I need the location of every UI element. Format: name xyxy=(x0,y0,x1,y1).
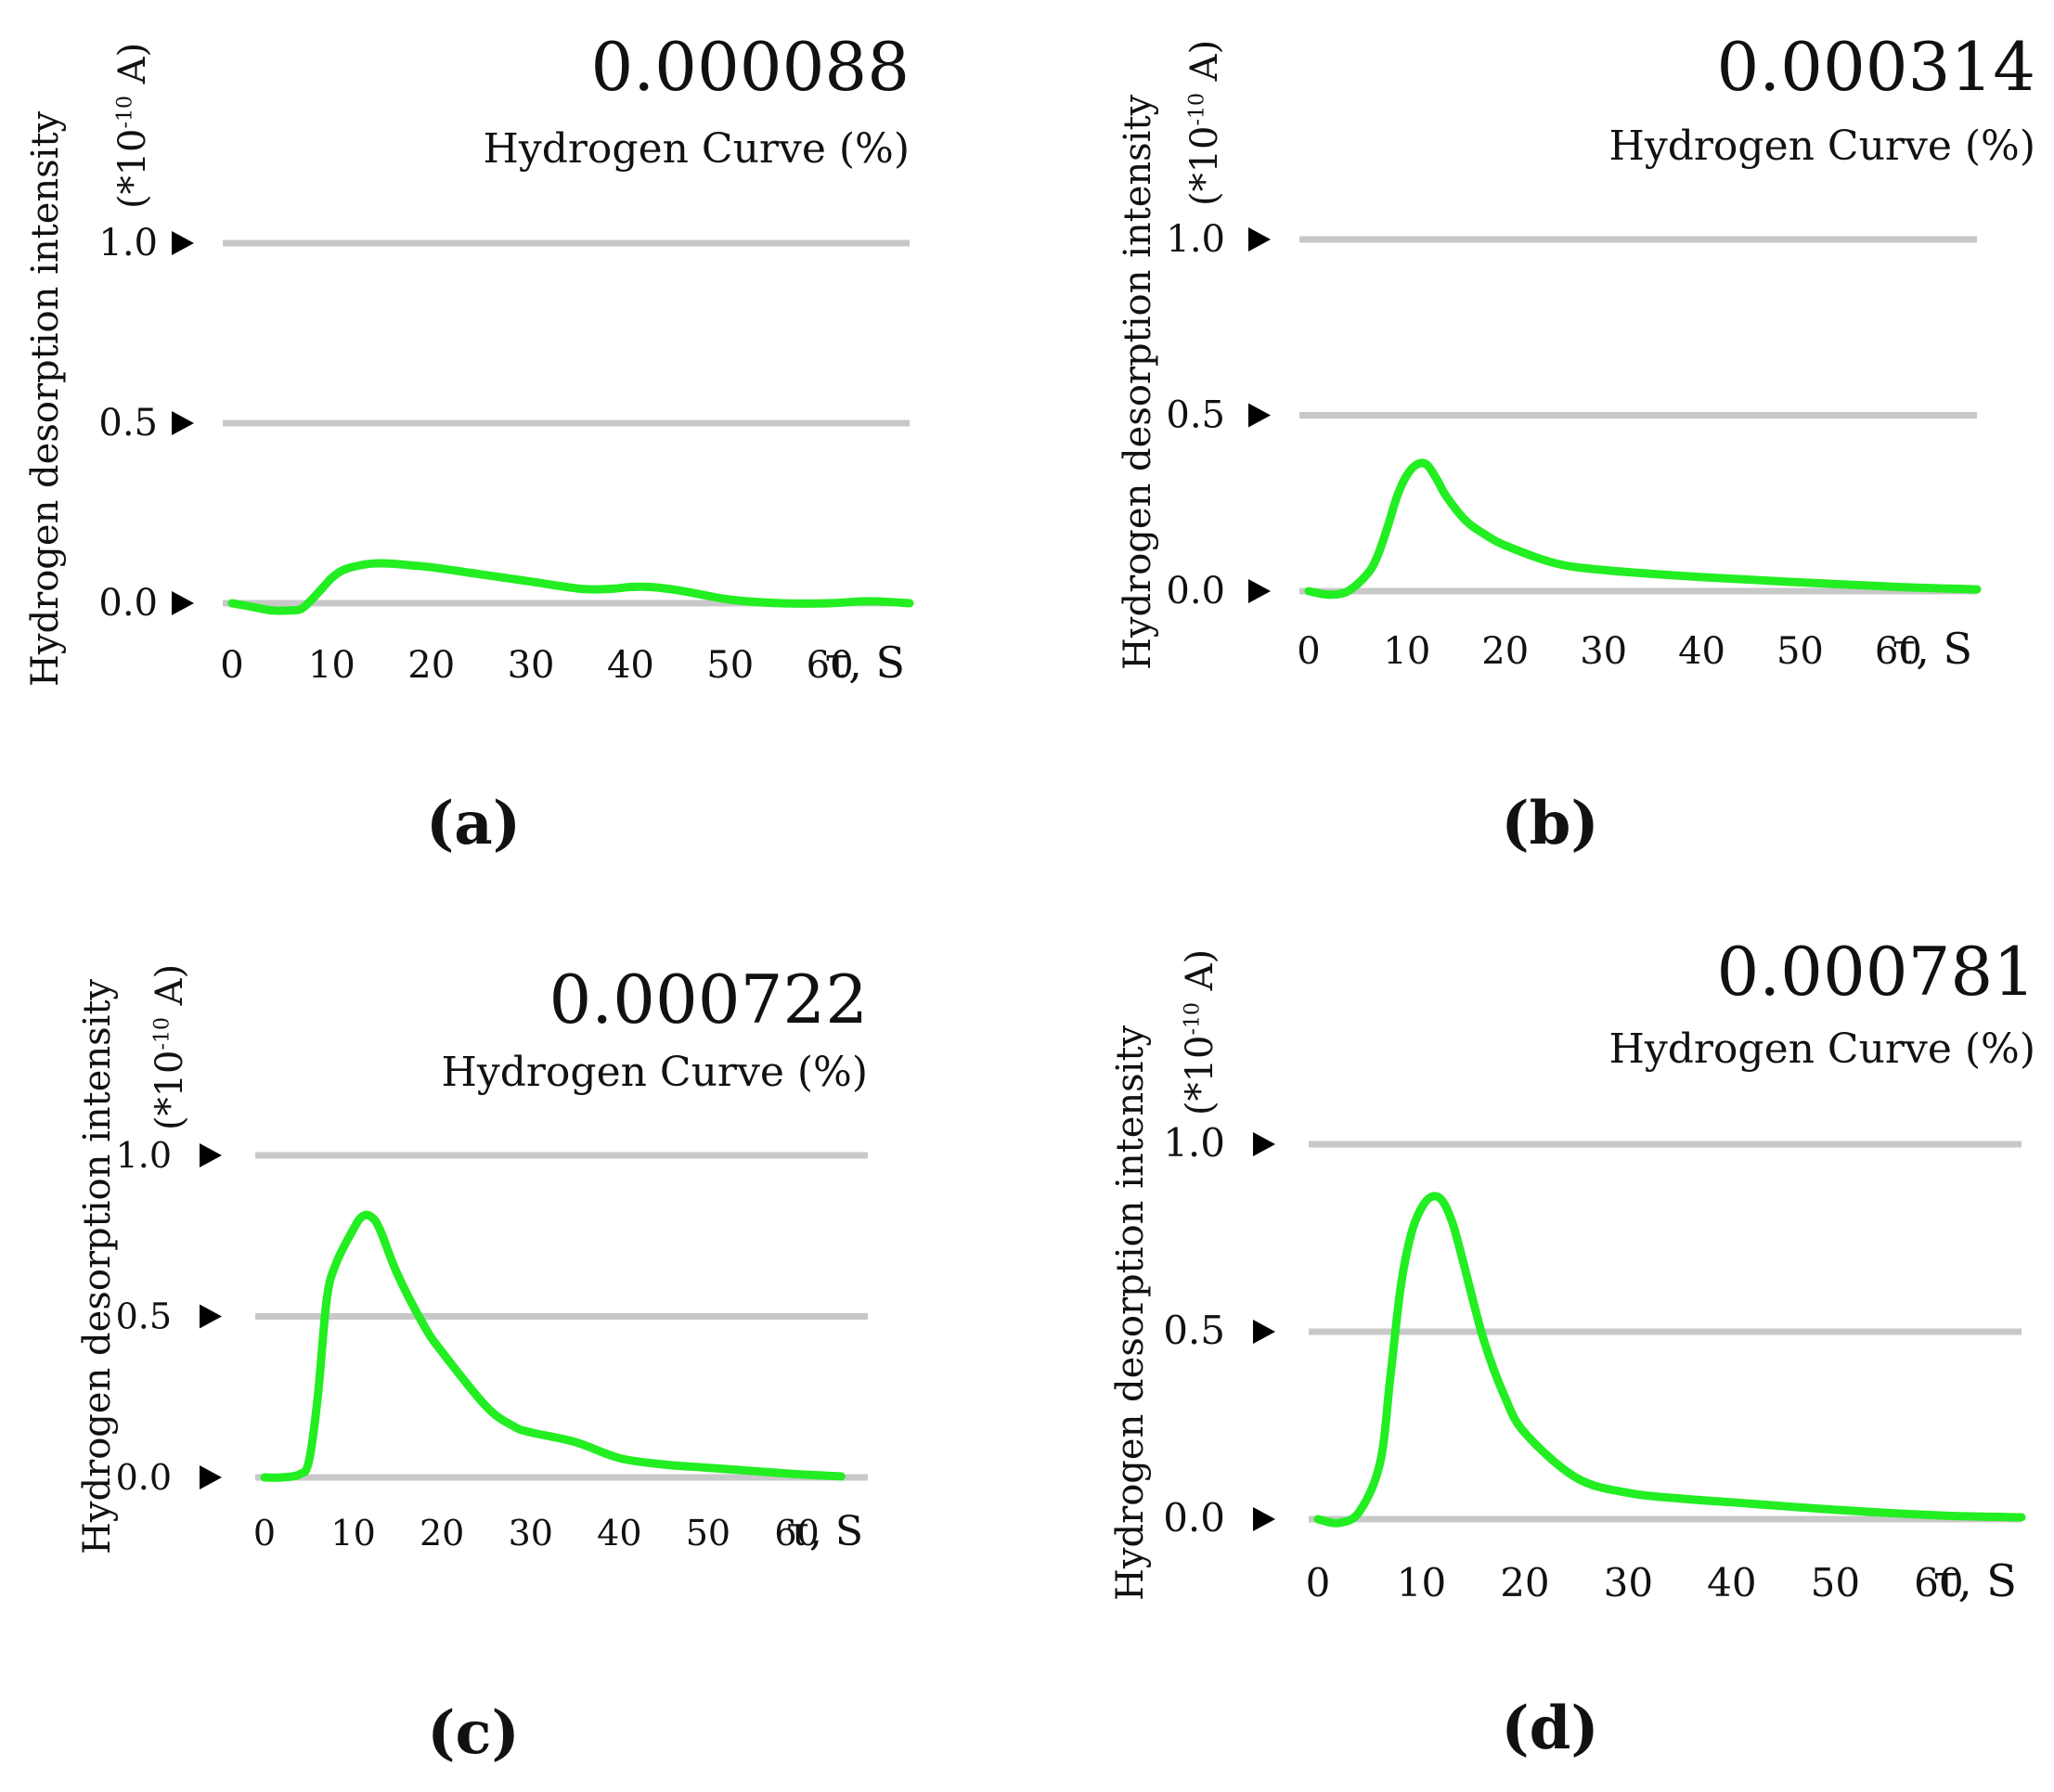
y-tick-label: 1.0 xyxy=(116,1135,172,1176)
y-tick-label: 1.0 xyxy=(98,222,158,264)
y-tick-label: 0.0 xyxy=(1166,570,1225,612)
y-tick-arrow xyxy=(1248,403,1271,428)
x-axis-label: τ, S xyxy=(825,638,905,688)
x-tick-label: 60 xyxy=(807,644,854,687)
chart-panel-d: 0.000781 Hydrogen Curve (%) Hydrogen des… xyxy=(1077,896,2054,1792)
panel-caption: (a) xyxy=(425,789,522,858)
y-tick-arrow xyxy=(1253,1320,1275,1344)
x-axis-label: τ, S xyxy=(1893,624,1972,674)
y-tick-arrow xyxy=(1253,1507,1275,1531)
x-tick-label: 20 xyxy=(407,644,455,687)
x-axis-label: τ, S xyxy=(1933,1555,2017,1607)
y-tick-arrow xyxy=(200,1304,222,1329)
x-tick-label: 60 xyxy=(1914,1560,1963,1605)
x-axis-label: τ, S xyxy=(787,1508,863,1555)
x-tick-label: 30 xyxy=(508,644,555,687)
x-tick-label: 20 xyxy=(1481,630,1529,673)
chart-value-title: 0.000781 xyxy=(1716,933,2035,1011)
y-tick-arrow xyxy=(1248,227,1271,251)
series-label: Hydrogen Curve (%) xyxy=(441,1049,868,1096)
y-tick-label: 0.5 xyxy=(116,1296,172,1337)
x-tick-label: 0 xyxy=(1297,630,1320,673)
series-line xyxy=(227,559,914,615)
line-chart-c: 0.0 0.5 1.0 0 10 20 30 40 50 60τ, S xyxy=(116,1135,868,1555)
series-line xyxy=(260,1210,846,1482)
x-tick-label: 50 xyxy=(1811,1560,1860,1605)
x-tick-label: 50 xyxy=(706,644,754,687)
x-tick-label: 40 xyxy=(1707,1560,1756,1605)
y-tick-label: 0.0 xyxy=(1163,1495,1225,1541)
y-tick-arrow xyxy=(172,231,194,255)
x-tick-label: 40 xyxy=(597,1513,641,1553)
line-chart-d: 0.0 0.5 1.0 0 10 20 30 40 50 60τ, S xyxy=(1163,1120,2026,1607)
x-tick-label: 20 xyxy=(420,1513,464,1553)
x-tick-label: 30 xyxy=(509,1513,553,1553)
panel-caption: (c) xyxy=(427,1698,520,1768)
chart-panel-c: 0.000722 Hydrogen Curve (%) Hydrogen des… xyxy=(0,896,1021,1792)
series-line xyxy=(1304,458,1982,599)
y-tick-arrow xyxy=(200,1465,222,1489)
x-tick-label: 60 xyxy=(1875,630,1922,673)
y-tick-label: 0.5 xyxy=(98,402,158,445)
x-tick-label: 20 xyxy=(1500,1560,1549,1605)
x-tick-label: 30 xyxy=(1604,1560,1653,1605)
x-tick-label: 50 xyxy=(686,1513,730,1553)
y-tick-label: 1.0 xyxy=(1163,1120,1225,1166)
panel-caption: (d) xyxy=(1501,1694,1599,1763)
chart-panel-b: 0.000314 Hydrogen Curve (%) Hydrogen des… xyxy=(1077,0,2054,896)
line-chart-a: 0.0 0.5 1.0 0 10 20 30 40 50 60τ, S xyxy=(98,222,914,688)
x-tick-label: 30 xyxy=(1580,630,1627,673)
series-label: Hydrogen Curve (%) xyxy=(483,125,910,173)
x-tick-label: 0 xyxy=(1306,1560,1331,1605)
x-tick-label: 10 xyxy=(330,1513,375,1553)
x-tick-label: 50 xyxy=(1776,630,1824,673)
y-tick-arrow xyxy=(172,591,194,615)
x-tick-label: 60 xyxy=(774,1513,819,1553)
y-tick-arrow xyxy=(172,411,194,435)
chart-value-title: 0.000314 xyxy=(1716,28,2035,106)
chart-panel-a: 0.000088 Hydrogen Curve (%) Hydrogen des… xyxy=(0,0,1021,896)
panel-caption: (b) xyxy=(1501,789,1599,858)
y-tick-arrow xyxy=(1248,579,1271,603)
line-chart-b: 0.0 0.5 1.0 0 10 20 30 40 50 60τ, S xyxy=(1166,218,1982,674)
x-tick-label: 40 xyxy=(1678,630,1725,673)
x-tick-label: 10 xyxy=(1397,1560,1446,1605)
y-tick-label: 1.0 xyxy=(1166,218,1225,261)
y-tick-label: 0.5 xyxy=(1163,1308,1225,1353)
x-tick-label: 40 xyxy=(607,644,654,687)
series-label: Hydrogen Curve (%) xyxy=(1608,1025,2035,1073)
x-tick-label: 0 xyxy=(253,1513,276,1553)
y-tick-arrow xyxy=(200,1143,222,1167)
chart-value-title: 0.000088 xyxy=(590,28,910,106)
y-tick-label: 0.0 xyxy=(98,582,158,625)
series-line xyxy=(1313,1192,2026,1528)
x-tick-label: 0 xyxy=(220,644,243,687)
y-tick-arrow xyxy=(1253,1132,1275,1156)
y-tick-label: 0.0 xyxy=(116,1457,172,1498)
chart-value-title: 0.000722 xyxy=(549,960,868,1038)
series-label: Hydrogen Curve (%) xyxy=(1608,122,2035,170)
x-tick-label: 10 xyxy=(1383,630,1430,673)
x-tick-label: 10 xyxy=(308,644,355,687)
y-tick-label: 0.5 xyxy=(1166,394,1225,437)
